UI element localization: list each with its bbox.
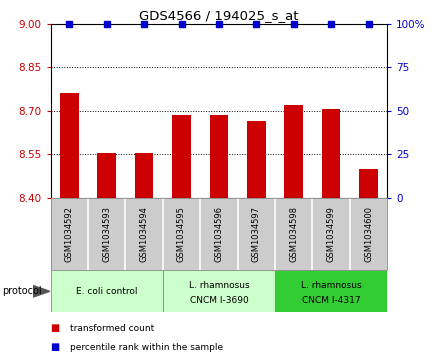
Text: GSM1034597: GSM1034597 — [252, 206, 261, 262]
Text: GSM1034598: GSM1034598 — [289, 206, 298, 262]
Text: GSM1034595: GSM1034595 — [177, 206, 186, 262]
Bar — [247, 121, 266, 198]
Text: percentile rank within the sample: percentile rank within the sample — [70, 343, 224, 352]
Bar — [359, 169, 378, 198]
Text: ■: ■ — [51, 323, 60, 333]
Text: CNCM I-3690: CNCM I-3690 — [190, 296, 248, 305]
Bar — [172, 115, 191, 198]
Polygon shape — [33, 285, 50, 297]
Text: GSM1034600: GSM1034600 — [364, 206, 373, 262]
Text: protocol: protocol — [2, 286, 42, 296]
Bar — [275, 270, 387, 312]
Bar — [135, 153, 154, 198]
Title: GDS4566 / 194025_s_at: GDS4566 / 194025_s_at — [139, 9, 299, 23]
Bar — [60, 93, 79, 198]
Bar — [97, 153, 116, 198]
Bar — [163, 270, 275, 312]
Text: E. coli control: E. coli control — [76, 287, 137, 296]
Text: L. rhamnosus: L. rhamnosus — [301, 281, 361, 290]
Text: L. rhamnosus: L. rhamnosus — [189, 281, 249, 290]
Text: GSM1034594: GSM1034594 — [139, 206, 149, 262]
Text: GSM1034592: GSM1034592 — [65, 206, 74, 262]
Text: ■: ■ — [51, 342, 60, 352]
Text: GSM1034593: GSM1034593 — [102, 206, 111, 262]
Bar — [284, 105, 303, 198]
Bar — [51, 270, 163, 312]
Text: GSM1034596: GSM1034596 — [214, 206, 224, 262]
Bar — [322, 109, 341, 198]
Text: GSM1034599: GSM1034599 — [326, 206, 336, 262]
Text: transformed count: transformed count — [70, 323, 154, 333]
Text: CNCM I-4317: CNCM I-4317 — [302, 296, 360, 305]
Bar — [209, 115, 228, 198]
